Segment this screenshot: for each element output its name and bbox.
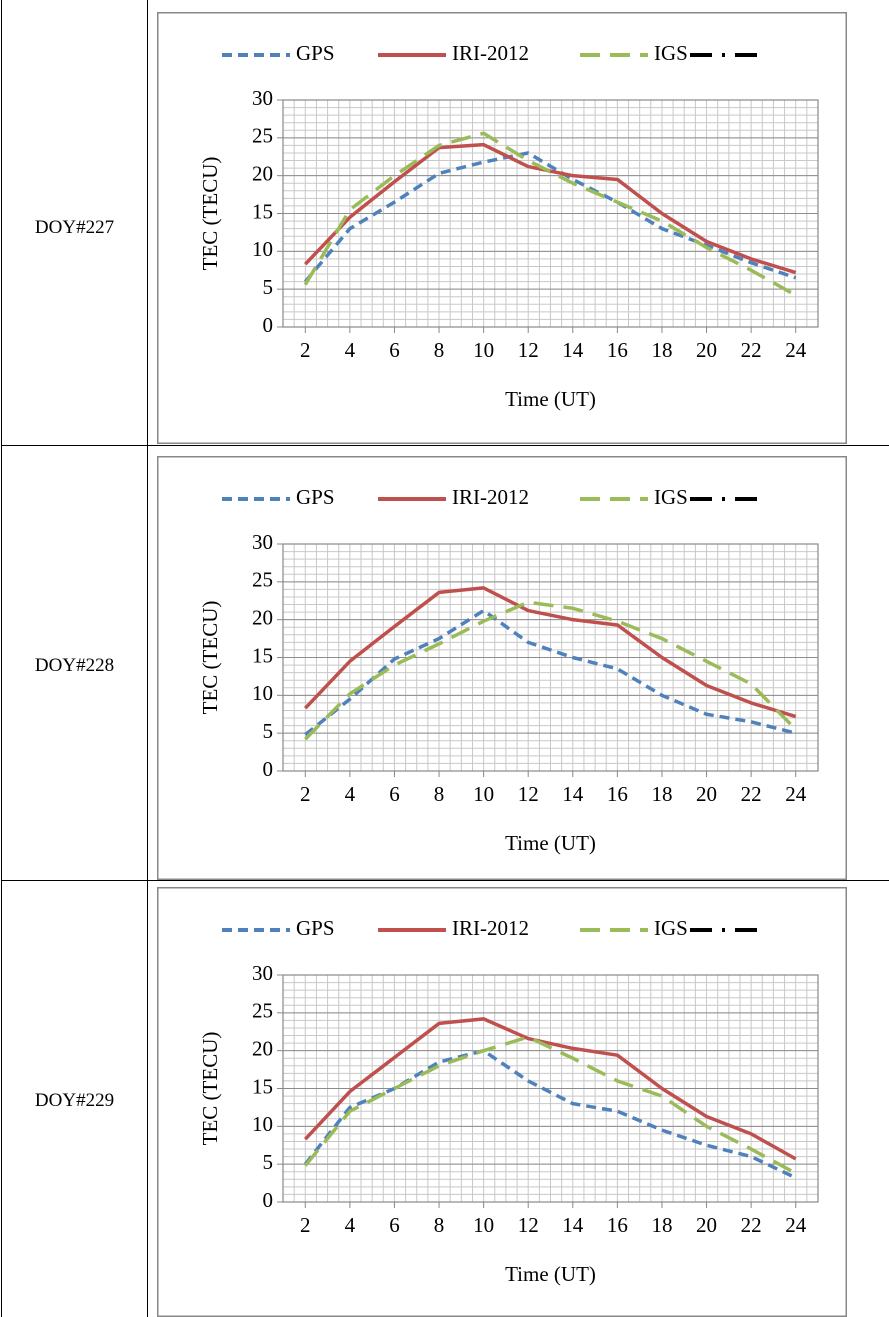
y-axis-title: TEC (TECU) bbox=[198, 1032, 222, 1146]
x-tick-label: 10 bbox=[473, 338, 494, 362]
x-tick-label: 20 bbox=[696, 338, 717, 362]
series-line bbox=[304, 600, 797, 741]
x-tick-label: 6 bbox=[389, 1213, 400, 1237]
x-tick-label: 24 bbox=[785, 1213, 807, 1237]
series-line bbox=[303, 131, 797, 297]
y-tick-label: 15 bbox=[252, 643, 273, 667]
x-tick-label: 8 bbox=[434, 1213, 445, 1237]
x-tick-label: 2 bbox=[300, 338, 311, 362]
x-tick-label: 12 bbox=[518, 782, 539, 806]
y-tick-label: 10 bbox=[252, 1112, 273, 1136]
plot-border bbox=[282, 543, 819, 772]
x-tick-label: 8 bbox=[434, 782, 445, 806]
chart-frame bbox=[157, 887, 847, 1317]
x-tick-label: 12 bbox=[518, 338, 539, 362]
y-axis-title: TEC (TECU) bbox=[198, 157, 222, 271]
x-axis-title: Time (UT) bbox=[505, 1262, 596, 1286]
row-label: DOY#229 bbox=[34, 1090, 115, 1111]
x-tick-label: 6 bbox=[389, 338, 400, 362]
legend-label: GPS bbox=[296, 916, 335, 940]
series-line bbox=[303, 151, 797, 283]
x-tick-label: 10 bbox=[473, 782, 494, 806]
x-tick-label: 14 bbox=[562, 782, 584, 806]
y-tick-label: 25 bbox=[252, 568, 273, 592]
y-tick-label: 30 bbox=[252, 86, 273, 110]
x-tick-label: 22 bbox=[741, 1213, 762, 1237]
x-tick-label: 16 bbox=[607, 1213, 628, 1237]
y-tick-label: 20 bbox=[252, 605, 273, 629]
x-tick-label: 10 bbox=[473, 1213, 494, 1237]
y-tick-label: 20 bbox=[252, 161, 273, 185]
y-tick-label: 25 bbox=[252, 124, 273, 148]
row-label: DOY#228 bbox=[34, 655, 115, 676]
x-tick-label: 20 bbox=[696, 782, 717, 806]
plot-border bbox=[282, 99, 819, 328]
chart-frame bbox=[157, 456, 847, 880]
legend-label: IRI-2012 bbox=[452, 485, 529, 509]
table-border bbox=[1, 0, 2, 1317]
plot-border bbox=[282, 974, 819, 1203]
x-tick-label: 14 bbox=[562, 338, 584, 362]
legend-label: IGS bbox=[654, 41, 688, 65]
table-border bbox=[147, 0, 148, 1317]
x-tick-label: 4 bbox=[345, 338, 356, 362]
legend-label: IRI-2012 bbox=[452, 41, 529, 65]
y-tick-label: 15 bbox=[252, 199, 273, 223]
legend-label: IGS bbox=[654, 485, 688, 509]
legend-label: IRI-2012 bbox=[452, 916, 529, 940]
x-axis-title: Time (UT) bbox=[505, 387, 596, 411]
x-tick-label: 8 bbox=[434, 338, 445, 362]
x-tick-label: 6 bbox=[389, 782, 400, 806]
series-line bbox=[304, 1017, 797, 1161]
x-tick-label: 4 bbox=[345, 782, 356, 806]
legend-label: GPS bbox=[296, 41, 335, 65]
legend-label: IGS bbox=[654, 916, 688, 940]
x-tick-label: 18 bbox=[651, 338, 672, 362]
row-label: DOY#227 bbox=[34, 217, 115, 238]
x-axis-title: Time (UT) bbox=[505, 831, 596, 855]
y-tick-label: 25 bbox=[252, 999, 273, 1023]
y-tick-label: 30 bbox=[252, 530, 273, 554]
series-line bbox=[303, 1048, 797, 1180]
x-tick-label: 20 bbox=[696, 1213, 717, 1237]
x-tick-label: 18 bbox=[651, 782, 672, 806]
x-tick-label: 22 bbox=[741, 782, 762, 806]
x-tick-label: 24 bbox=[785, 338, 807, 362]
x-tick-label: 22 bbox=[741, 338, 762, 362]
y-tick-label: 0 bbox=[263, 757, 274, 781]
table-border bbox=[1, 880, 889, 881]
y-tick-label: 5 bbox=[263, 1150, 274, 1174]
y-tick-label: 30 bbox=[252, 961, 273, 985]
y-tick-label: 5 bbox=[263, 275, 274, 299]
y-tick-label: 0 bbox=[263, 1188, 274, 1212]
x-tick-label: 14 bbox=[562, 1213, 584, 1237]
x-tick-label: 4 bbox=[345, 1213, 356, 1237]
series-line bbox=[304, 608, 797, 737]
y-tick-label: 20 bbox=[252, 1036, 273, 1060]
y-axis-title: TEC (TECU) bbox=[198, 601, 222, 715]
x-tick-label: 18 bbox=[651, 1213, 672, 1237]
y-tick-label: 10 bbox=[252, 681, 273, 705]
chart-frame bbox=[157, 12, 847, 444]
x-tick-label: 16 bbox=[607, 338, 628, 362]
legend-label: GPS bbox=[296, 485, 335, 509]
y-tick-label: 10 bbox=[252, 237, 273, 261]
x-tick-label: 12 bbox=[518, 1213, 539, 1237]
x-tick-label: 2 bbox=[300, 1213, 311, 1237]
table-border bbox=[1, 445, 889, 446]
y-tick-label: 5 bbox=[263, 719, 274, 743]
x-tick-label: 2 bbox=[300, 782, 311, 806]
series-line bbox=[304, 586, 797, 719]
x-tick-label: 16 bbox=[607, 782, 628, 806]
y-tick-label: 0 bbox=[263, 313, 274, 337]
series-line bbox=[304, 142, 797, 275]
x-tick-label: 24 bbox=[785, 782, 807, 806]
series-line bbox=[303, 1035, 797, 1175]
y-tick-label: 15 bbox=[252, 1074, 273, 1098]
